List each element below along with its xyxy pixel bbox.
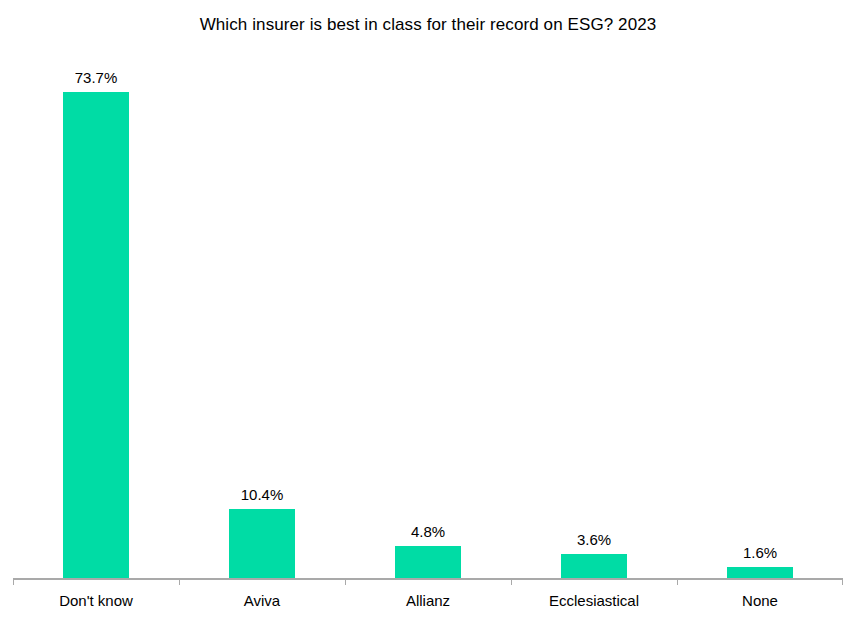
bar-slot: 73.7% (13, 69, 179, 578)
x-axis-tick (511, 580, 512, 585)
x-axis-labels: Don't knowAvivaAllianzEcclesiasticalNone (13, 592, 843, 609)
bar-value-label: 73.7% (75, 69, 118, 86)
x-axis-tick (345, 580, 346, 585)
x-axis-category-label: Don't know (13, 592, 179, 609)
bar (727, 567, 793, 578)
bar-slot: 10.4% (179, 486, 345, 578)
bar (561, 554, 627, 578)
x-axis-tick (677, 580, 678, 585)
bar-chart: Which insurer is best in class for their… (0, 0, 856, 620)
bar (63, 92, 129, 578)
bar (229, 509, 295, 578)
x-axis-category-label: Aviva (179, 592, 345, 609)
bar-value-label: 3.6% (577, 531, 611, 548)
x-axis-category-label: None (677, 592, 843, 609)
x-axis-tick (842, 580, 843, 585)
bar-slot: 1.6% (677, 544, 843, 578)
plot-area: 73.7% 10.4% 4.8% 3.6% 1.6% (13, 50, 843, 578)
bar-slot: 3.6% (511, 531, 677, 578)
bar-value-label: 4.8% (411, 523, 445, 540)
bar (395, 546, 461, 578)
chart-title: Which insurer is best in class for their… (0, 15, 856, 35)
x-axis-category-label: Ecclesiastical (511, 592, 677, 609)
bar-value-label: 1.6% (743, 544, 777, 561)
x-axis-category-label: Allianz (345, 592, 511, 609)
bar-value-label: 10.4% (241, 486, 284, 503)
x-axis-tick (13, 580, 14, 585)
bar-slot: 4.8% (345, 523, 511, 578)
x-axis-tick (179, 580, 180, 585)
x-axis-ticks (13, 580, 843, 585)
